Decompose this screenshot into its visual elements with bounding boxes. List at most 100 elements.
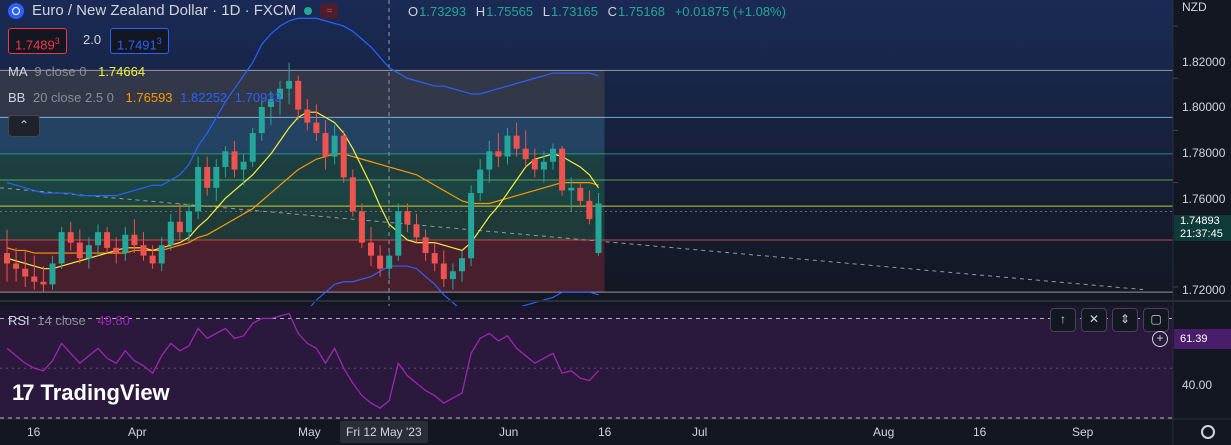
price-tick: 1.82000 [1182,55,1226,69]
crosshair-time-label: Fri 12 May '23 [340,421,428,443]
rsi-line [6,312,599,409]
candle-body [304,109,311,123]
candle-body [231,151,238,170]
candle-body [295,80,302,110]
time-tick: Apr [128,425,147,439]
symbol-logo-icon [8,2,24,19]
candle-body [158,245,165,264]
candle-body [540,161,547,170]
gear-icon[interactable] [1201,425,1215,439]
candle-body [240,161,247,170]
buy-button[interactable]: 1.74913 [110,28,169,54]
candle-body [486,151,493,170]
candle-body [313,122,320,134]
close-icon: ✕ [1088,312,1100,326]
maximize-pane-button[interactable]: ▢ [1143,308,1169,332]
rsi-value-tag: 61.39 [1174,329,1231,349]
candle-body [495,151,502,157]
candle-body [504,135,511,157]
candle-body [522,148,529,160]
time-tick: 16 [27,425,41,439]
price-zone [0,117,605,154]
candle-body [386,255,393,269]
time-tick: Jun [499,425,519,439]
candle-body [149,255,156,264]
candle-body [195,166,202,212]
candle-body [468,193,475,259]
low-value: 1.73165 [551,4,598,19]
price-zone [0,180,605,207]
candle-body [422,237,429,254]
candle-body [122,234,129,254]
countdown: 21:37:45 [1180,228,1223,240]
candle-body [559,148,566,191]
ma-legend[interactable]: MA 9 close 0 1.74664 [8,64,146,79]
candle-body [377,255,384,269]
candle-body [586,200,593,220]
candle-body [186,211,192,233]
price-zone [0,70,605,118]
price-tick: 1.72000 [1182,283,1226,297]
bb-lower-value: 1.70933 [234,90,282,105]
rsi-tick: 40.00 [1182,378,1213,392]
candle-body [349,177,356,212]
time-tick: Aug [873,425,895,439]
replay-icon[interactable]: ≈ [320,2,339,19]
collapse-pane-button[interactable]: ⇕ [1112,308,1138,332]
rsi-legend[interactable]: RSI 14 close 49.80 [8,313,130,328]
collapse-legend-button[interactable]: ⌃ [8,115,40,137]
bb-legend[interactable]: BB 20 close 2.5 0 1.76593 1.82252 1.7093… [8,90,282,105]
price-tick: 1.78000 [1182,146,1226,160]
candle-body [595,203,602,254]
add-icon[interactable]: + [1152,331,1168,347]
candle-body [213,166,220,188]
candle-body [577,187,584,201]
close-value: 1.75168 [618,4,666,19]
candle-body [513,135,520,149]
candle-body [85,245,92,259]
symbol-title: Euro / New Zealand Dollar · 1D · FXCM [32,2,297,19]
rsi-band [0,318,1173,418]
rsi-value: 49.80 [97,313,130,328]
candle-body [331,135,338,157]
sell-button[interactable]: 1.74893 [8,28,67,54]
bb-basis-value: 1.76593 [125,90,173,105]
candle-body [49,263,56,285]
symbol-header[interactable]: Euro / New Zealand Dollar · 1D · FXCM ≈ [8,2,339,19]
last-price-tag: 1.74893 21:37:45 [1174,215,1231,241]
time-tick: Jul [692,425,708,439]
bb-upper-line [6,17,599,197]
ma-line [6,111,599,270]
candle-body [31,276,38,282]
close-pane-button[interactable]: ✕ [1081,308,1107,332]
tradingview-logo: 17 TradingView [12,380,170,405]
candle-body [222,151,229,167]
candle-body [176,221,183,233]
candle-body [550,148,556,162]
candle-body [104,232,111,248]
candle-body [440,263,447,280]
candle-body [167,221,174,246]
candle-body [13,263,20,269]
change-value: +0.01875 (+1.08%) [674,4,786,19]
candle-body [249,133,256,162]
move-pane-up-button[interactable]: ↑ [1050,308,1076,332]
market-open-icon [304,6,313,15]
currency-label[interactable]: NZD [1182,0,1207,14]
candle-body [531,159,538,170]
candle-body [413,224,420,238]
price-tick: 1.80000 [1182,100,1226,114]
maximize-icon: ▢ [1150,312,1162,326]
candle-body [58,232,65,264]
candle-body [4,253,10,264]
spread-value: 2.0 [83,32,102,47]
high-value: 1.75565 [486,4,534,19]
collapse-icon: ⇕ [1119,312,1131,326]
candle-body [459,258,465,272]
candle-body [131,234,138,246]
bb-upper-value: 1.82252 [180,90,228,105]
price-tick: 1.76000 [1182,192,1226,206]
candle-body [95,232,101,246]
